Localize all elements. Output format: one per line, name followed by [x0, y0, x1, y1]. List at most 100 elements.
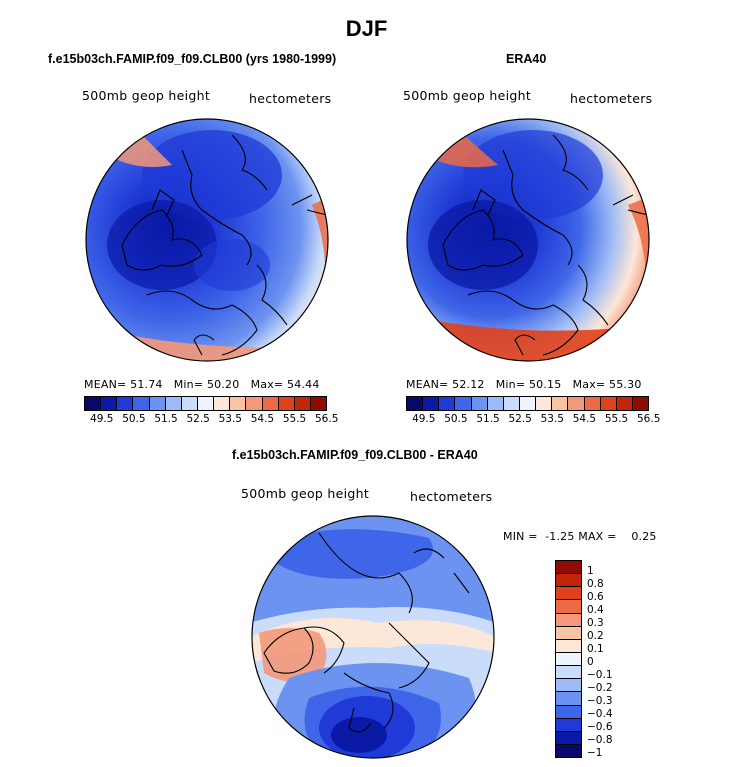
- colorbar-tick-label: 0: [587, 656, 594, 668]
- colorbar-tick-label: −0.3: [587, 695, 613, 708]
- stat-min: 50.15: [528, 378, 562, 391]
- colorbar-tick-label: −0.8: [587, 734, 613, 747]
- diff-colorbar: [555, 560, 582, 758]
- colorbar-swatch: [471, 397, 488, 410]
- colorbar-swatch: [552, 397, 569, 410]
- figure-title: DJF: [345, 16, 388, 41]
- colorbar-tick-label: 0.3: [587, 616, 604, 629]
- model-secondary-low: [194, 239, 270, 291]
- colorbar-swatch: [117, 397, 134, 410]
- diff-north-negative-core: [269, 529, 433, 579]
- colorbar-tick-label: −0.1: [587, 669, 613, 682]
- colorbar-swatch: [556, 574, 581, 588]
- diff-south-negative-core: [331, 717, 387, 753]
- stat-mean: 52.12: [452, 378, 485, 391]
- stat-max: 54.44: [287, 378, 320, 391]
- colorbar-swatch: [556, 692, 581, 706]
- colorbar-swatch: [230, 397, 247, 410]
- panel-diff-title: f.e15b03ch.FAMIP.f09_f09.CLB00 - ERA40: [232, 448, 478, 462]
- panel-model-units-label: hectometers: [249, 91, 332, 106]
- panel-model-field-label: 500mb geop height: [82, 88, 211, 103]
- colorbar-swatch: [149, 397, 166, 410]
- colorbar-tick-label: 0.8: [587, 577, 604, 590]
- colorbar-swatch: [616, 397, 633, 410]
- colorbar-tick-label: 54.5: [572, 413, 597, 425]
- colorbar-swatch: [181, 397, 198, 410]
- colorbar-swatch: [455, 397, 472, 410]
- colorbar-tick-label: 49.5: [412, 413, 436, 425]
- colorbar-tick-label: 53.5: [540, 413, 564, 425]
- colorbar-swatch: [101, 397, 118, 410]
- panel-obs-title: ERA40: [506, 52, 547, 66]
- colorbar-swatch: [278, 397, 295, 410]
- diff-positive-band: [252, 618, 494, 663]
- diff-west-positive: [259, 628, 327, 682]
- colorbar-swatch: [600, 397, 617, 410]
- colorbar-swatch: [503, 397, 520, 410]
- panel-diff-units-label: hectometers: [410, 489, 493, 504]
- colorbar-swatch: [439, 397, 456, 410]
- colorbar-swatch: [407, 397, 424, 410]
- colorbar-swatch: [556, 731, 581, 745]
- panel-diff-field-label: 500mb geop height: [241, 486, 370, 501]
- colorbar-swatch: [536, 397, 553, 410]
- stat-min-label: Min=: [173, 378, 204, 391]
- model-core-contour: [107, 200, 217, 290]
- colorbar-tick-label: 0.1: [587, 642, 604, 655]
- colorbar-tick-label: 49.5: [90, 413, 114, 425]
- colorbar-tick-label: 51.5: [476, 413, 500, 425]
- colorbar-swatch: [262, 397, 279, 410]
- panel-obs-stats: MEAN= 52.12 Min= 50.15 Max= 55.30: [406, 378, 642, 391]
- colorbar-tick-label: 56.5: [315, 413, 339, 425]
- colorbar-swatch: [556, 626, 581, 640]
- obs-coastlines: [442, 134, 649, 356]
- colorbar-swatch: [568, 397, 585, 410]
- colorbar-swatch: [556, 600, 581, 614]
- colorbar-swatch: [214, 397, 231, 410]
- stat-mean: 51.74: [130, 378, 163, 391]
- colorbar-swatch: [556, 652, 581, 667]
- colorbar-tick-label: 50.5: [122, 413, 146, 425]
- colorbar-swatch: [294, 397, 311, 410]
- stat-min-label: MIN =: [503, 530, 538, 543]
- panel-obs-field-label: 500mb geop height: [403, 88, 532, 103]
- colorbar-swatch: [556, 639, 581, 653]
- obs-low-contour: [463, 130, 603, 220]
- obs-core-contour: [428, 200, 538, 290]
- colorbar-tick-label: 53.5: [218, 413, 242, 425]
- stat-max-label: Max=: [572, 378, 606, 391]
- colorbar-tick-label: −0.4: [587, 708, 613, 721]
- colorbar-swatch: [556, 666, 581, 680]
- colorbar-swatch: [556, 561, 581, 575]
- colorbar-swatch: [519, 397, 537, 410]
- colorbar-tick-label: 56.5: [637, 413, 661, 425]
- colorbar-tick-label: 52.5: [186, 413, 210, 425]
- colorbar-tick-label: 55.5: [282, 413, 307, 425]
- colorbar-tick-label: −1: [587, 747, 603, 760]
- colorbar-tick-label: 1: [587, 564, 594, 577]
- stat-max-label: Max=: [250, 378, 284, 391]
- colorbar-swatch: [584, 397, 601, 410]
- obs-map-boundary: [406, 118, 650, 362]
- colorbar-swatch: [556, 718, 581, 732]
- colorbar-tick-label: −0.6: [587, 721, 613, 734]
- stat-mean-label: MEAN=: [406, 378, 449, 391]
- model-colorbar-ticks: 49.5 50.5 51.5 52.5 53.5 54.5 55.5 56.5: [84, 413, 338, 427]
- colorbar-tick-label: 50.5: [444, 413, 468, 425]
- colorbar-swatch: [556, 679, 581, 693]
- colorbar-tick-label: 51.5: [154, 413, 178, 425]
- colorbar-tick-label: 0.2: [587, 629, 604, 642]
- colorbar-tick-label: 0.6: [587, 590, 604, 603]
- stat-min-label: Min=: [495, 378, 526, 391]
- stat-max: 0.25: [631, 530, 657, 543]
- diff-colorbar-labels: 1 0.8 0.6 0.4 0.3 0.2 0.1 0 −0.1 −0.2 −0.3 −0.4 −0.6…: [587, 560, 627, 760]
- panel-model-stats: MEAN= 51.74 Min= 50.20 Max= 54.44: [84, 378, 320, 391]
- diff-polar-map: [251, 515, 495, 759]
- model-map-boundary: [85, 118, 329, 362]
- stat-max-label: MAX =: [578, 530, 617, 543]
- colorbar-swatch: [246, 397, 263, 410]
- model-colorbar: [84, 396, 327, 411]
- colorbar-tick-label: −0.2: [587, 682, 613, 695]
- stat-min: -1.25: [545, 530, 575, 543]
- colorbar-tick-label: 0.4: [587, 603, 604, 616]
